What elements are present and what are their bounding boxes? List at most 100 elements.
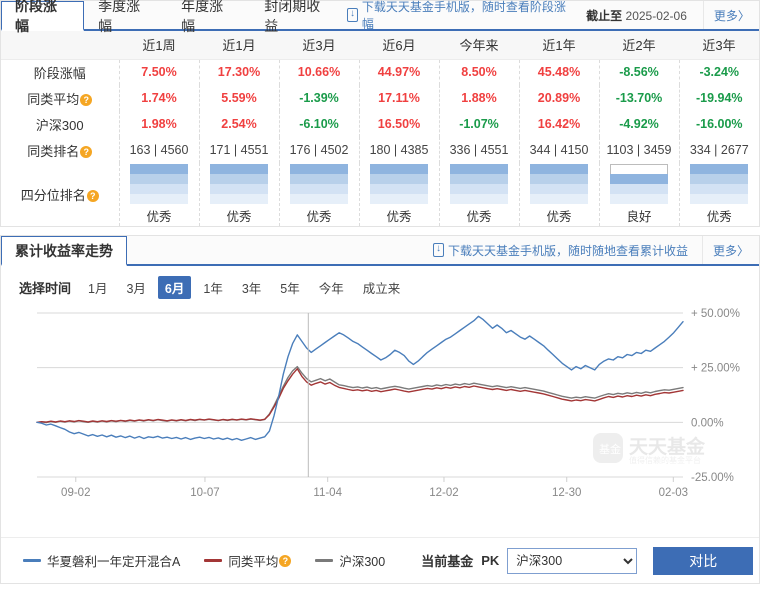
rank-value: 334 | 2677 <box>689 143 749 157</box>
time-option-1y[interactable]: 1年 <box>203 282 223 296</box>
quartile-segment <box>370 174 428 184</box>
table-cell: -8.56% <box>599 59 680 85</box>
rank-value: 180 | 4385 <box>369 143 429 157</box>
table-cell: 8.50% <box>439 59 520 85</box>
quartile-bar <box>450 164 508 204</box>
quartile-segment <box>290 194 348 204</box>
quartile-box <box>290 164 348 204</box>
time-option-3m[interactable]: 3月 <box>126 282 146 296</box>
quartile-segment <box>690 184 749 194</box>
table-cell: 20.89% <box>519 85 600 111</box>
rank-value: 344 | 4150 <box>529 143 589 157</box>
quartile-segment <box>610 164 668 174</box>
table-cell: 1.74% <box>119 85 200 111</box>
table-cell: 7.50% <box>119 59 200 85</box>
legend-item-fund[interactable]: 华夏磐利一年定开混合A <box>23 551 180 570</box>
x-axis-tick-label: 12-30 <box>552 487 581 499</box>
table-cell: 17.30% <box>199 59 280 85</box>
cumulative-return-plot[interactable]: + 50.00% + 25.00% 0.00% -25.00% 09-02 10-07 11… <box>1 305 759 505</box>
time-option-5y[interactable]: 5年 <box>280 282 300 296</box>
table-cell: -3.24% <box>679 59 759 85</box>
series-line-fund <box>36 315 684 441</box>
legend-line-icon <box>315 559 334 562</box>
cumulative-return-tabbar: 累计收益率走势 下载天天基金手机版，随时随地查看累计收益 更多〉 <box>1 236 759 266</box>
cumulative-return-tabbar-right: 下载天天基金手机版，随时随地查看累计收益 更多〉 <box>432 236 759 264</box>
col-header: 近2年 <box>599 31 679 60</box>
quartile-segment <box>210 164 268 174</box>
tab-label: 年度涨幅 <box>181 0 224 34</box>
gain-value: -13.70% <box>615 91 663 105</box>
legend-item-csi300[interactable]: 沪深300 <box>315 551 385 570</box>
table-cell: 良好 <box>599 163 680 226</box>
row-label: 沪深300 <box>1 111 120 137</box>
download-app-link-stage[interactable]: 下载天天基金手机版，随时查看阶段涨幅 <box>347 0 586 32</box>
gain-value: -4.92% <box>619 117 659 131</box>
help-icon[interactable]: ? <box>80 145 93 158</box>
stage-gain-table: 近1周 近1月 近3月 近6月 今年来 近1年 近2年 近3年 阶段涨幅 7.50… <box>1 31 759 226</box>
quartile-segment <box>290 174 348 184</box>
table-cell: 16.50% <box>359 111 440 137</box>
download-app-link-cumulative[interactable]: 下载天天基金手机版，随时随地查看累计收益 <box>432 242 702 259</box>
chart-legend-bar: 华夏磐利一年定开混合A 同类平均 ? 沪深300 当前基金 PK 沪深300上证… <box>1 537 759 583</box>
corner-cell <box>1 31 119 60</box>
cutoff-info: 截止至 2025-02-06 <box>586 7 703 24</box>
legend-item-category-avg[interactable]: 同类平均 ? <box>204 551 292 570</box>
tab-stage-gain[interactable]: 阶段涨幅 <box>1 0 85 34</box>
time-option-1m[interactable]: 1月 <box>88 282 108 296</box>
help-icon[interactable]: ? <box>86 190 99 202</box>
table-row: 阶段涨幅 7.50% 17.30% 10.66% 44.97% 8.50% 45.48% -8… <box>1 59 759 85</box>
phone-download-icon <box>432 242 444 257</box>
time-option-6m[interactable]: 6月 <box>157 276 192 299</box>
table-cell: 336 | 4551 <box>439 137 520 163</box>
pk-compare-controls: 当前基金 PK 沪深300上证指数深证成指创业板指 对比 <box>421 546 754 575</box>
quartile-bar <box>210 164 268 204</box>
quartile-segment <box>130 174 188 184</box>
row-label: 四分位排名? <box>1 163 120 226</box>
download-app-label: 下载天天基金手机版，随时查看阶段涨幅 <box>361 0 566 31</box>
table-cell: 16.42% <box>519 111 600 137</box>
time-option-ytd[interactable]: 今年 <box>318 282 344 296</box>
quartile-segment <box>210 174 268 184</box>
quartile-segment <box>530 164 588 174</box>
gain-value: 1.88% <box>461 91 497 105</box>
more-link-stage[interactable]: 更多〉 <box>713 8 750 23</box>
more-cell-cumulative: 更多〉 <box>701 236 759 264</box>
gain-value: 8.50% <box>461 65 497 80</box>
more-link-cumulative[interactable]: 更多〉 <box>712 243 749 258</box>
table-cell: 10.66% <box>279 59 360 85</box>
compare-button[interactable]: 对比 <box>653 546 754 575</box>
tab-cumulative-return[interactable]: 累计收益率走势 <box>1 236 127 266</box>
table-cell: 45.48% <box>519 59 600 85</box>
stage-gain-table-body: 阶段涨幅 7.50% 17.30% 10.66% 44.97% 8.50% 45.48% -8… <box>1 59 759 226</box>
col-header: 近1年 <box>519 31 599 60</box>
quartile-segment <box>690 164 749 174</box>
quartile-segment <box>530 174 588 184</box>
legend-label: 同类平均 <box>228 555 279 569</box>
quartile-label: 优秀 <box>386 210 412 224</box>
help-icon[interactable]: ? <box>279 554 292 567</box>
tab-annual-gain[interactable]: 年度涨幅 <box>167 0 250 34</box>
tab-label: 封闭期收益 <box>264 0 321 34</box>
quartile-bar <box>370 164 428 204</box>
quartile-box <box>370 164 428 204</box>
legend-line-icon <box>23 559 41 562</box>
table-row: 同类平均? 1.74% 5.59% -1.39% 17.11% 1.88% 20.89% -1… <box>1 85 759 111</box>
table-cell: -6.10% <box>279 111 360 137</box>
tab-closed-period-return[interactable]: 封闭期收益 <box>250 0 347 34</box>
gain-value: -3.24% <box>699 65 740 80</box>
time-option-3y[interactable]: 3年 <box>241 282 262 296</box>
tab-quarterly-gain[interactable]: 季度涨幅 <box>84 0 167 34</box>
table-cell: 优秀 <box>679 163 759 226</box>
quartile-segment <box>130 164 188 174</box>
cumulative-return-chart[interactable]: + 50.00% + 25.00% 0.00% -25.00% 09-02 10-07 11… <box>1 305 759 537</box>
pk-benchmark-select[interactable]: 沪深300上证指数深证成指创业板指 <box>507 547 638 574</box>
help-icon[interactable]: ? <box>80 93 93 106</box>
x-axis-tick-label: 09-02 <box>61 487 90 499</box>
col-header: 近3月 <box>279 31 359 60</box>
stage-gain-tabbar: 阶段涨幅 季度涨幅 年度涨幅 封闭期收益 下载天天基金手机版，随时查看阶段涨幅 … <box>1 0 759 34</box>
gain-value: 1.98% <box>141 117 177 131</box>
gain-value: 17.30% <box>217 65 261 80</box>
quartile-bar <box>130 164 188 204</box>
table-cell: 1.98% <box>119 111 200 137</box>
time-option-since-inception[interactable]: 成立来 <box>362 282 401 296</box>
